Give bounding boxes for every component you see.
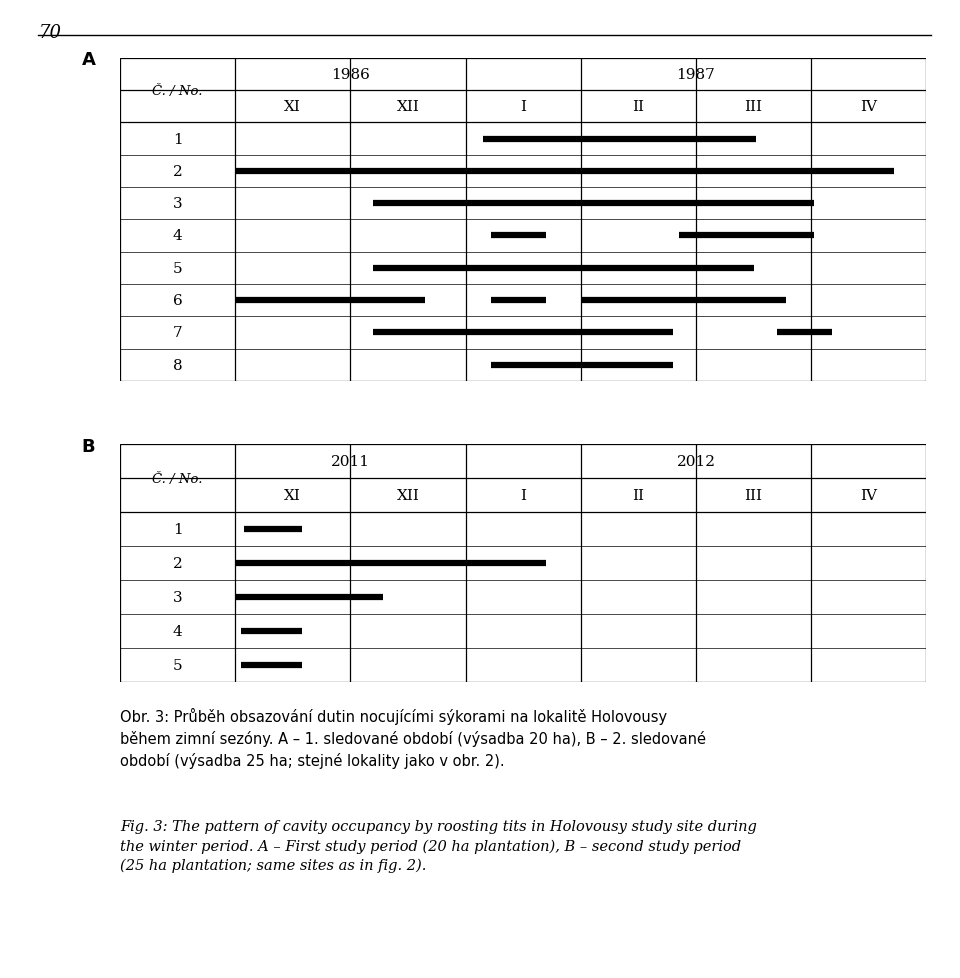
Text: 1: 1 — [173, 132, 182, 147]
Text: XII: XII — [396, 100, 420, 114]
Text: 3: 3 — [173, 591, 182, 604]
Text: 4: 4 — [173, 625, 182, 639]
Text: 2: 2 — [173, 556, 182, 571]
Text: 5: 5 — [173, 261, 182, 276]
Text: Č. / No.: Č. / No. — [153, 472, 203, 485]
Text: 7: 7 — [173, 326, 182, 340]
Text: XI: XI — [284, 489, 301, 503]
Text: II: II — [633, 489, 644, 503]
Text: 8: 8 — [173, 358, 182, 373]
Text: B: B — [82, 437, 95, 455]
Text: III: III — [745, 100, 762, 114]
Text: 2012: 2012 — [677, 455, 715, 469]
Text: 70: 70 — [38, 24, 61, 42]
Text: I: I — [520, 100, 526, 114]
Text: 4: 4 — [173, 229, 182, 244]
Text: IV: IV — [860, 100, 877, 114]
Text: 1986: 1986 — [331, 67, 370, 82]
Text: II: II — [633, 100, 644, 114]
Text: III: III — [745, 489, 762, 503]
Text: Obr. 3: Průběh obsazování dutin nocujícími sýkorami na lokalitě Holovousy
během : Obr. 3: Průběh obsazování dutin nocující… — [120, 707, 706, 768]
Text: A: A — [82, 51, 95, 68]
Text: 2011: 2011 — [331, 455, 370, 469]
Text: 1: 1 — [173, 523, 182, 537]
Text: 6: 6 — [173, 293, 182, 308]
Text: 3: 3 — [173, 197, 182, 211]
Text: 5: 5 — [173, 658, 182, 673]
Text: I: I — [520, 489, 526, 503]
Text: 2: 2 — [173, 164, 182, 179]
Text: XII: XII — [396, 489, 420, 503]
Text: Fig. 3: The pattern of cavity occupancy by roosting tits in Holovousy study site: Fig. 3: The pattern of cavity occupancy … — [120, 820, 756, 872]
Text: 1987: 1987 — [677, 67, 715, 82]
Text: IV: IV — [860, 489, 877, 503]
Text: XI: XI — [284, 100, 301, 114]
Text: Č. / No.: Č. / No. — [153, 84, 203, 98]
